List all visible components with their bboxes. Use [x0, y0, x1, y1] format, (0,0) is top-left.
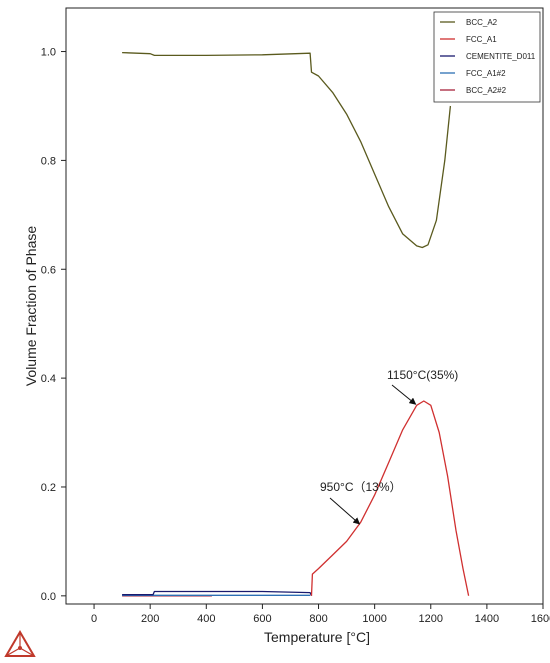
y-tick-label: 1.0 — [41, 47, 56, 59]
legend-label: BCC_A2#2 — [466, 86, 507, 95]
x-axis-title: Temperature [°C] — [264, 629, 370, 645]
series-line-bcc-a2 — [122, 51, 452, 249]
annotations: 1150°C(35%) 950°C（13%） — [320, 368, 458, 525]
y-tick-label: 0.6 — [41, 264, 56, 276]
annotation-label: 1150°C(35%) — [387, 368, 458, 382]
legend: BCC_A2 FCC_A1 CEMENTITE_D011 FCC_A1#2 BCC_A2… — [433, 11, 541, 103]
legend-label: BCC_A2 — [466, 18, 498, 27]
y-tick-label: 0.8 — [41, 155, 56, 167]
x-tick-label: 1000 — [362, 613, 386, 625]
series-line-fcc-a1 — [310, 400, 470, 596]
annotation-arrow — [329, 497, 361, 525]
series-line-cementite-d011 — [122, 590, 313, 597]
annotation-label: 950°C（13%） — [320, 480, 402, 494]
legend-box — [433, 11, 541, 103]
x-tick-label: 0 — [91, 613, 97, 625]
y-tick-label: 0.2 — [41, 482, 56, 494]
legend-label: FCC_A1#2 — [466, 69, 506, 78]
legend-label: CEMENTITE_D011 — [466, 52, 536, 61]
triangle-logo-icon — [4, 630, 36, 657]
y-tick-label: 0.0 — [41, 591, 56, 603]
y-tick-label: 0.4 — [41, 373, 56, 385]
y-axis-title: Volume Fraction of Phase — [23, 226, 39, 387]
x-tick-label: 1400 — [475, 613, 499, 625]
legend-label: FCC_A1 — [466, 35, 497, 44]
y-axis-ticks: 0.0 0.2 0.4 0.6 0.8 1.0 — [41, 47, 66, 603]
x-tick-label: 1200 — [419, 613, 443, 625]
x-tick-label: 600 — [253, 613, 271, 625]
annotation-arrow — [391, 384, 417, 405]
x-tick-label: 400 — [197, 613, 215, 625]
series-lines — [122, 51, 470, 597]
plot-frame — [65, 7, 544, 605]
x-tick-label: 200 — [141, 613, 159, 625]
x-tick-label: 800 — [309, 613, 327, 625]
